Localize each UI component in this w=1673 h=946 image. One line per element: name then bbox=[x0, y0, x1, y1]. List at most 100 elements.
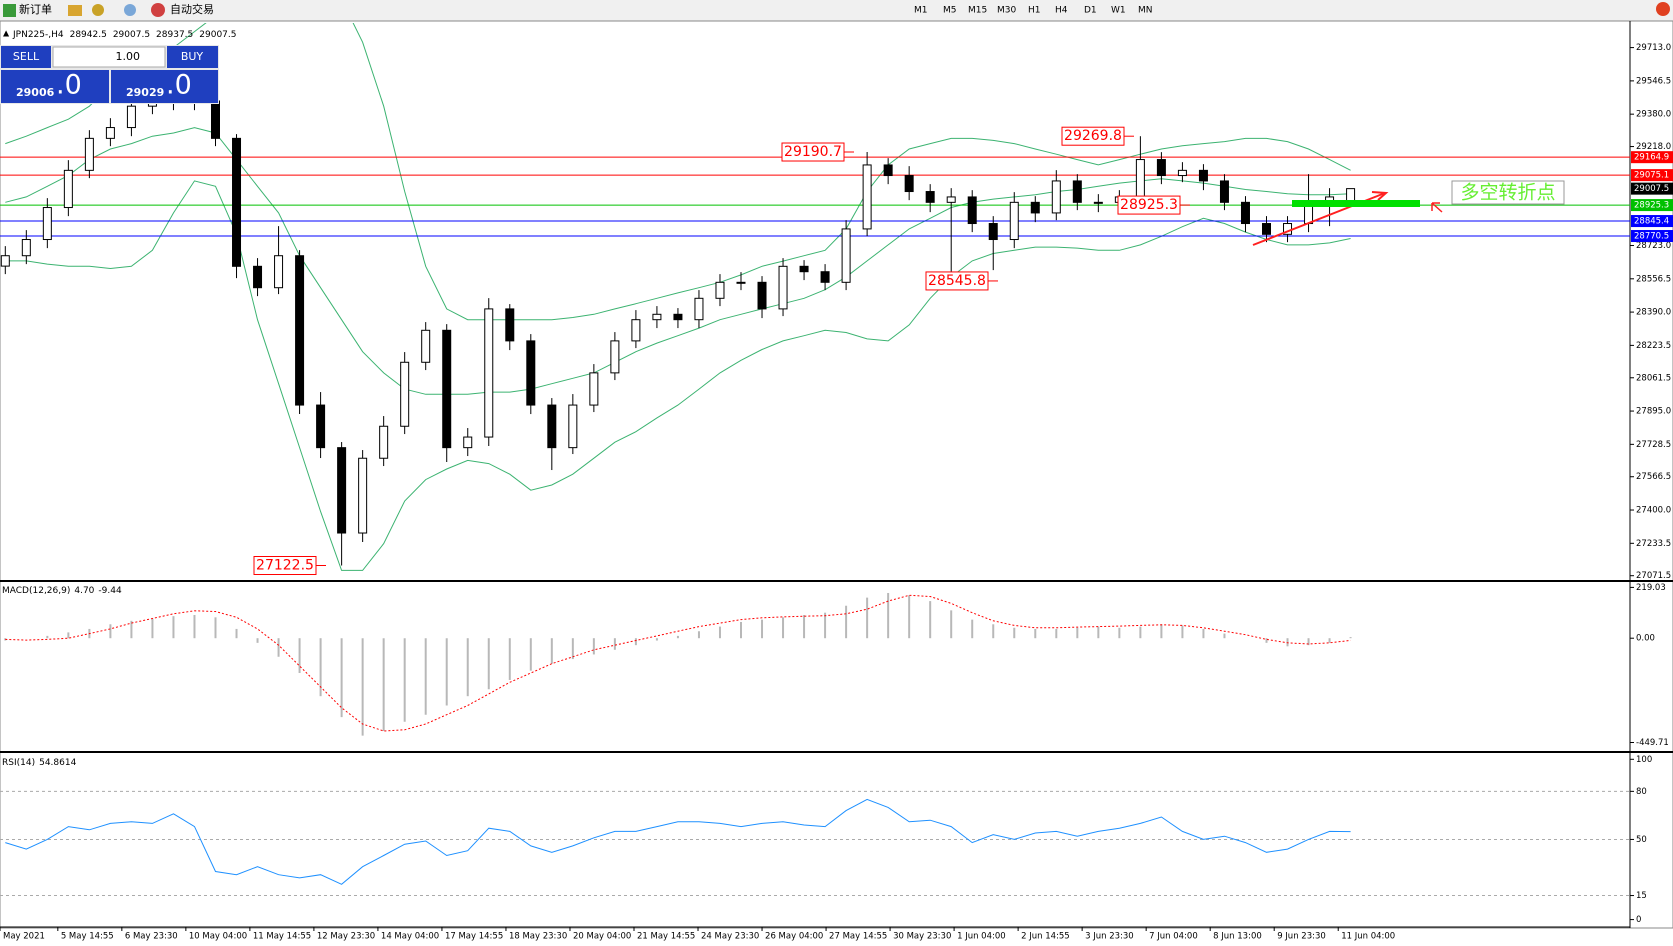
x-tick-label: 8 Jun 13:00 bbox=[1213, 932, 1262, 942]
rsi-line bbox=[5, 798, 1351, 885]
candle-body bbox=[1072, 180, 1082, 203]
candle-body bbox=[1030, 201, 1040, 214]
timeframe[interactable]: D1 bbox=[1084, 6, 1097, 16]
sell-label[interactable]: SELL bbox=[13, 50, 40, 63]
candle-body bbox=[0, 255, 10, 267]
timeframe[interactable]: W1 bbox=[1111, 6, 1126, 16]
toolbar-bg bbox=[0, 0, 1673, 21]
candle-body bbox=[715, 281, 725, 299]
support-zone bbox=[1292, 200, 1420, 207]
y-tick-label: 28061.5 bbox=[1636, 373, 1671, 383]
symbol: JPN225-,H4 bbox=[12, 30, 64, 40]
candle-body bbox=[1219, 180, 1229, 203]
y-tick-label: 27728.5 bbox=[1636, 440, 1671, 450]
ohlc-low: 28937.5 bbox=[156, 30, 193, 40]
level-label-bg bbox=[1631, 169, 1673, 182]
y-tick-label: 219.03 bbox=[1636, 583, 1666, 593]
tool-icon[interactable] bbox=[68, 5, 82, 16]
candle-body bbox=[736, 281, 746, 284]
new-order-icon[interactable] bbox=[3, 4, 16, 17]
candle-body bbox=[295, 255, 305, 406]
sell-button[interactable] bbox=[1, 46, 51, 68]
rsi-title: RSI(14) 54.8614 bbox=[2, 758, 77, 768]
timeframe[interactable]: H4 bbox=[1055, 6, 1068, 16]
note-box bbox=[1451, 180, 1565, 205]
candle-body bbox=[967, 196, 977, 225]
buy-button[interactable] bbox=[167, 46, 218, 68]
candle-body bbox=[253, 265, 263, 289]
candle-body bbox=[862, 164, 872, 230]
level-label: 28925.3 bbox=[1634, 201, 1669, 211]
candle-body bbox=[421, 329, 431, 363]
x-tick-label: 18 May 23:30 bbox=[509, 932, 567, 942]
tool-icon[interactable] bbox=[92, 4, 104, 16]
macd-title: MACD(12,26,9) 4.70 -9.44 bbox=[2, 586, 122, 596]
candle-body bbox=[757, 281, 767, 310]
annotation: 29190.7 bbox=[784, 144, 842, 160]
timeframe[interactable]: MN bbox=[1138, 6, 1153, 16]
timeframe[interactable]: M15 bbox=[968, 6, 987, 16]
x-tick-label: 20 May 04:00 bbox=[573, 932, 631, 942]
y-tick-label: 28723.0 bbox=[1636, 241, 1671, 251]
x-tick-label: 10 May 04:00 bbox=[189, 932, 247, 942]
y-tick-label: 100 bbox=[1636, 755, 1652, 765]
ask-fraction[interactable]: .0 bbox=[166, 70, 192, 101]
y-tick-label: 27400.0 bbox=[1636, 506, 1671, 516]
candle-body bbox=[1135, 159, 1145, 198]
title: RSI(14) bbox=[2, 758, 35, 768]
ohlc-close: 29007.5 bbox=[199, 30, 236, 40]
ask[interactable]: 29029 bbox=[126, 86, 164, 99]
bid[interactable]: 29006 bbox=[16, 86, 55, 99]
y-tick-label: 29218.0 bbox=[1636, 142, 1671, 152]
candle-body bbox=[337, 447, 347, 534]
timeframe[interactable]: M5 bbox=[943, 6, 957, 16]
candle-body bbox=[1156, 159, 1166, 177]
symbol-header: JPN225-,H4 28942.5 29007.5 28937.5 29007.5 bbox=[12, 30, 236, 40]
timeframe[interactable]: M1 bbox=[914, 6, 928, 16]
toolbar: 新订单 自动交易 M1 M5 M15 M30 H1 H4 D1 W1 MN bbox=[0, 0, 1673, 21]
y-tick-label: 80 bbox=[1636, 787, 1647, 797]
annotation: 27122.5 bbox=[256, 558, 314, 574]
lots-input[interactable] bbox=[52, 46, 166, 68]
x-tick-label: May 2021 bbox=[3, 932, 45, 942]
level-label-bg bbox=[1631, 215, 1673, 228]
candle-body bbox=[988, 223, 998, 241]
rsi-plot bbox=[0, 790, 1630, 897]
y-tick-label: 0.00 bbox=[1636, 634, 1655, 644]
trade-panel: SELL 1.00 BUY 29006 .0 29029 .0 bbox=[0, 45, 219, 104]
note: 多空转折点 bbox=[1460, 182, 1555, 204]
current: -9.44 bbox=[98, 586, 122, 596]
lots[interactable]: 1.00 bbox=[116, 50, 141, 63]
level-label: 29164.9 bbox=[1634, 153, 1669, 163]
alert-icon[interactable] bbox=[1656, 2, 1670, 16]
chart-frame bbox=[0, 20, 1673, 929]
buy-label[interactable]: BUY bbox=[181, 50, 204, 63]
level-label-bg bbox=[1631, 151, 1673, 164]
x-tick-label: 14 May 04:00 bbox=[381, 932, 439, 942]
ohlc-open: 28942.5 bbox=[70, 30, 107, 40]
candle-body bbox=[589, 372, 599, 406]
y-tick-label: 29713.0 bbox=[1636, 43, 1671, 53]
arrow bbox=[1371, 191, 1389, 201]
auto-trading-icon[interactable] bbox=[151, 3, 165, 17]
auto-trading[interactable]: 自动交易 bbox=[170, 2, 214, 16]
last-price: 29007.5 bbox=[1634, 184, 1669, 194]
x-tick-label: 26 May 04:00 bbox=[765, 932, 823, 942]
candle-body bbox=[316, 404, 326, 449]
level-label-bg bbox=[1631, 199, 1673, 212]
candle-body bbox=[274, 255, 284, 289]
bid-box[interactable] bbox=[1, 70, 109, 103]
timeframe[interactable]: H1 bbox=[1028, 6, 1041, 16]
timeframe[interactable]: M30 bbox=[997, 6, 1016, 16]
new-order[interactable]: 新订单 bbox=[19, 2, 52, 16]
candle-body bbox=[232, 137, 242, 267]
ask-box[interactable] bbox=[111, 70, 218, 103]
candle-body bbox=[610, 340, 620, 374]
y-tick-label: 29546.5 bbox=[1636, 76, 1671, 86]
tool-icon[interactable] bbox=[124, 4, 136, 16]
level-label-bg bbox=[1631, 230, 1673, 243]
y-tick-label: 0 bbox=[1636, 915, 1641, 925]
bid-fraction[interactable]: .0 bbox=[56, 70, 82, 101]
candle-body bbox=[1177, 169, 1187, 177]
